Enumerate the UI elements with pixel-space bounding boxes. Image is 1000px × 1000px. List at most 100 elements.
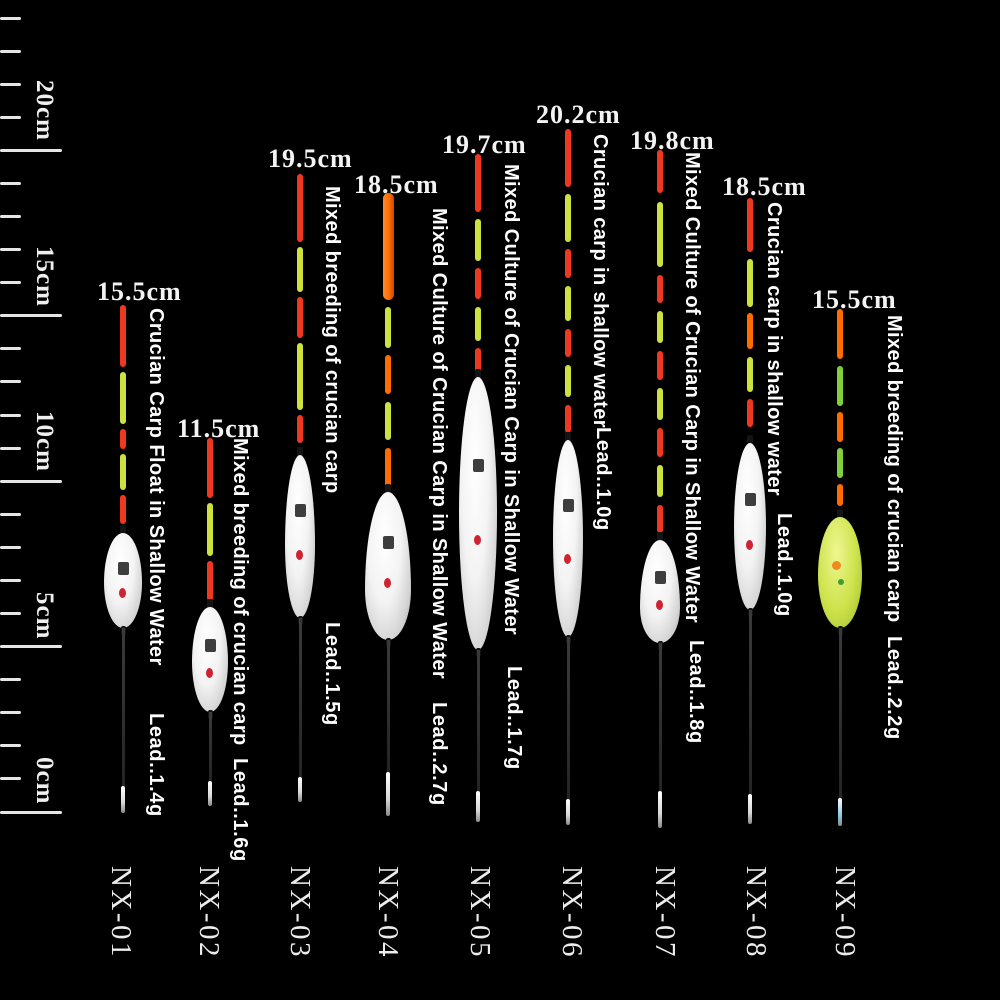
- float-antenna-segment: [837, 484, 843, 506]
- float-antenna-segment: [297, 415, 303, 443]
- float-stem: [476, 650, 480, 791]
- float-antenna-segment: [747, 357, 753, 392]
- float-antenna-segment: [747, 259, 753, 307]
- brand-logo-mark: [655, 570, 666, 584]
- brand-logo-mark: [295, 503, 306, 517]
- float-antenna-segment: [385, 307, 391, 348]
- float-neck-band: [120, 525, 126, 535]
- float-antenna-segment: [565, 329, 571, 357]
- float-description: Crucian Carp Float in Shallow Water: [145, 308, 167, 666]
- float-length-label: 20.2cm: [536, 100, 621, 129]
- float-length-label: 18.5cm: [722, 172, 807, 201]
- float-antenna-segment: [837, 309, 843, 359]
- float-antenna-segment: [565, 249, 571, 278]
- float-length-label: 15.5cm: [97, 277, 182, 306]
- brand-logo-mark: [383, 536, 394, 550]
- red-logo-dot: [384, 577, 391, 588]
- float-antenna-segment: [475, 268, 481, 299]
- float-stem-tip: [566, 799, 570, 825]
- float-stem: [838, 628, 842, 798]
- float-stem: [658, 643, 662, 791]
- orange-logo-dot: [832, 561, 841, 571]
- ruler-major-tick: [0, 148, 62, 152]
- green-logo-dot: [838, 579, 844, 586]
- float-lead-label: Lead..1.0g: [773, 513, 795, 617]
- float-lead-label: Lead..1.6g: [229, 758, 251, 862]
- ruler-minor-tick: [0, 578, 21, 582]
- float-length-label: 19.8cm: [630, 126, 715, 155]
- float-description: Crucian carp in shallow water: [763, 202, 785, 496]
- red-logo-dot: [474, 535, 481, 546]
- float-model-label: NX-02: [193, 866, 225, 960]
- float-antenna-segment: [475, 154, 481, 212]
- red-logo-dot: [564, 554, 571, 565]
- red-logo-dot: [656, 599, 663, 610]
- float-lead-label: Lead..1.5g: [321, 622, 343, 726]
- ruler-label: 15cm: [31, 245, 58, 307]
- ruler-label: 0cm: [31, 757, 58, 805]
- float-antenna-segment: [297, 343, 303, 410]
- float-stem: [208, 712, 212, 781]
- float-description: Mixed Culture of Crucian Carp in Shallow…: [428, 208, 450, 680]
- ruler-minor-tick: [0, 413, 21, 417]
- float-model-label: NX-03: [284, 866, 316, 960]
- float-antenna-segment: [565, 194, 571, 242]
- ruler-minor-tick: [0, 82, 21, 86]
- float-model-label: NX-09: [829, 866, 861, 960]
- float-antenna-segment: [565, 129, 571, 187]
- float-body: [365, 492, 411, 640]
- float-stem-tip: [658, 791, 662, 828]
- float-description: Mixed breeding of crucian carp: [883, 315, 905, 623]
- float-antenna-segment: [565, 405, 571, 433]
- float-length-label: 19.7cm: [442, 130, 527, 159]
- float-description: Mixed breeding of crucian carp: [321, 186, 343, 494]
- float-body: [553, 440, 583, 637]
- brand-logo-mark: [745, 493, 756, 507]
- float-length-label: 18.5cm: [354, 170, 439, 199]
- float-neck-band: [385, 484, 391, 494]
- float-antenna-segment: [120, 429, 126, 449]
- float-length-label: 15.5cm: [812, 285, 897, 314]
- float-model-label: NX-08: [740, 866, 772, 960]
- float-body: [818, 517, 862, 628]
- ruler-minor-tick: [0, 380, 21, 384]
- red-logo-dot: [119, 588, 126, 599]
- float-neck-band: [297, 447, 303, 457]
- float-stem-tip: [121, 786, 125, 813]
- ruler-label: 5cm: [31, 591, 58, 640]
- float-antenna-segment: [657, 351, 663, 380]
- ruler-major-tick: [0, 810, 62, 814]
- float-neck-band: [565, 432, 571, 442]
- float-antenna-segment: [385, 402, 391, 440]
- brand-logo-mark: [563, 499, 574, 513]
- float-lead-label: Lead..2.7g: [428, 702, 450, 806]
- brand-logo-mark: [205, 638, 216, 652]
- float-description: Mixed Culture of Crucian Carp in Shallow…: [500, 164, 522, 636]
- float-model-label: NX-04: [372, 866, 404, 960]
- ruler-minor-tick: [0, 347, 21, 351]
- float-body: [285, 455, 315, 618]
- float-neck-band: [475, 369, 481, 379]
- float-stem-tip: [298, 777, 302, 802]
- ruler-minor-tick: [0, 612, 21, 616]
- float-antenna-segment: [657, 150, 663, 193]
- float-antenna-segment: [207, 561, 213, 601]
- float-stem: [566, 637, 570, 799]
- float-antenna-segment: [747, 313, 753, 349]
- ruler-minor-tick: [0, 777, 21, 781]
- float-description: Mixed breeding of crucian carp: [229, 438, 251, 746]
- float-antenna-segment: [657, 275, 663, 303]
- float-model-label: NX-06: [556, 866, 588, 960]
- float-stem-tip: [838, 798, 842, 826]
- float-antenna-thick-segment: [382, 193, 394, 300]
- float-antenna-segment: [747, 198, 753, 252]
- red-logo-dot: [206, 667, 213, 678]
- float-antenna-segment: [657, 465, 663, 497]
- float-length-label: 11.5cm: [177, 414, 261, 443]
- float-antenna-segment: [565, 365, 571, 397]
- float-stem: [298, 618, 302, 777]
- float-stem-tip: [748, 794, 752, 824]
- float-neck-band: [837, 509, 843, 519]
- ruler-minor-tick: [0, 678, 21, 682]
